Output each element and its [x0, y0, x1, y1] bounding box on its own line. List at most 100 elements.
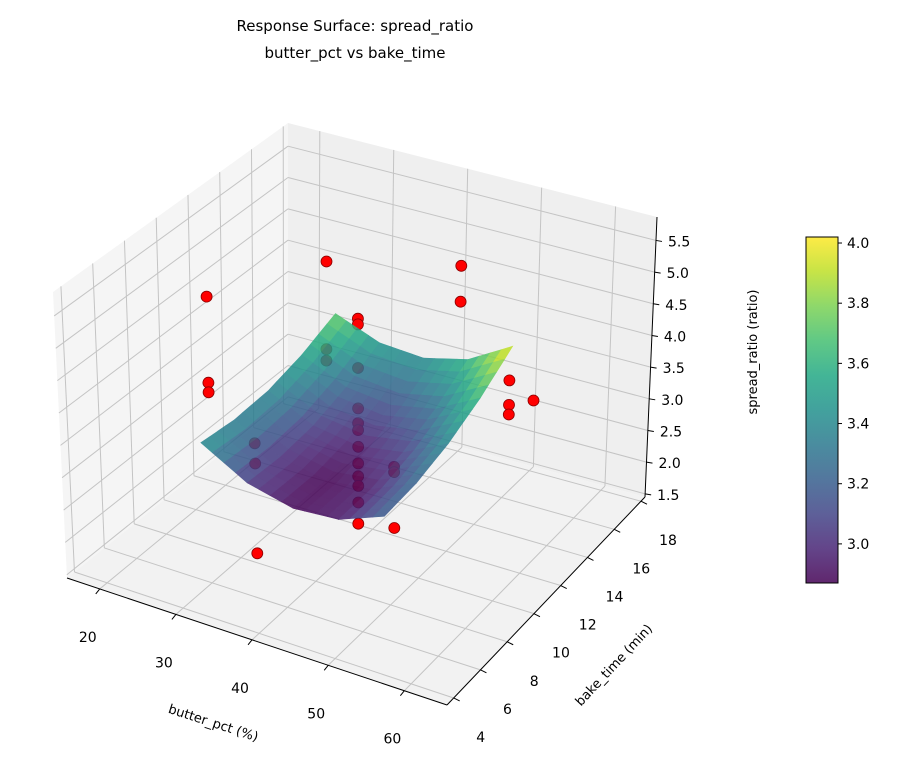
z-gridline [287, 177, 655, 273]
data-point [454, 295, 467, 308]
x-gridline [532, 187, 543, 467]
y-tick-mark [560, 585, 567, 589]
z-tick-label: 3.0 [661, 393, 683, 409]
data-point [352, 517, 365, 530]
data-point [200, 290, 213, 303]
y-axis-label: bake_time (min) [573, 622, 656, 710]
y-tick-label: 16 [632, 561, 650, 577]
colorbar-tick-label: 3.2 [847, 477, 869, 493]
x-tick-mark [95, 588, 101, 595]
z-tick-mark [650, 366, 657, 369]
z-tick-label: 4.0 [664, 329, 686, 345]
z-gridline [58, 239, 289, 414]
x-tick-label: 60 [383, 732, 401, 748]
floor-pane [67, 400, 645, 705]
z-gridline [64, 365, 289, 543]
x-axis-label: butter_pct (%) [166, 702, 260, 745]
y-gridline [92, 263, 105, 548]
z-tick-mark [645, 493, 652, 496]
left-pane [53, 123, 288, 578]
z-tick-mark [649, 398, 656, 401]
data-point [503, 374, 516, 387]
data-point [527, 394, 540, 407]
y-tick-label: 14 [606, 589, 624, 605]
y-gridline [219, 172, 225, 452]
x-tick-label: 50 [307, 706, 325, 722]
y-gridline [250, 149, 255, 428]
y-gridline [134, 523, 508, 643]
x-tick-label: 40 [231, 681, 249, 697]
colorbar-gradient [806, 237, 838, 583]
z-gridline [287, 271, 651, 368]
x-axis-line [66, 577, 448, 706]
y-tick-mark [640, 500, 648, 505]
colorbar-frame [805, 236, 839, 584]
x-tick-mark [247, 639, 253, 646]
x-gridline [403, 485, 606, 692]
z-gridline [53, 145, 289, 317]
z-tick-label: 2.5 [660, 424, 682, 440]
y-gridline [163, 499, 535, 615]
x-tick-mark [171, 614, 177, 620]
z-gridline [287, 302, 650, 400]
z-tick-mark [647, 429, 654, 432]
z-gridline [287, 239, 653, 336]
z-tick-label: 5.0 [667, 266, 689, 282]
surface-patch [372, 507, 394, 518]
y-tick-label: 8 [530, 674, 539, 690]
x-gridline [604, 206, 617, 487]
z-tick-mark [654, 271, 661, 274]
z-tick-mark [651, 334, 659, 337]
y-gridline [193, 475, 561, 587]
z-gridline [63, 333, 289, 511]
z-gridline [55, 177, 289, 349]
data-point [502, 408, 515, 421]
x-tick-label: 30 [155, 655, 173, 671]
y-gridline [123, 240, 135, 524]
z-tick-label: 2.0 [658, 456, 680, 472]
y-gridline [155, 217, 165, 500]
surface-mesh [200, 313, 514, 520]
y-axis-line [446, 496, 646, 706]
z-tick-mark [655, 239, 663, 242]
y-tick-label: 18 [659, 533, 677, 549]
y-tick-mark [453, 697, 460, 702]
colorbar: 3.0 3.2 3.4 3.6 3.8 4.0 [805, 236, 869, 584]
y-tick-label: 6 [503, 702, 512, 718]
data-point [455, 259, 468, 272]
y-tick-mark [587, 556, 594, 561]
colorbar-tick-label: 3.8 [847, 296, 869, 312]
x-tick-mark [323, 664, 329, 671]
x-gridline [327, 466, 534, 666]
colorbar-tick-label: 4.0 [847, 236, 869, 252]
y-gridline [60, 286, 75, 573]
y-gridline [74, 571, 454, 699]
colorbar-tick-label: 3.0 [847, 537, 869, 553]
y-tick-mark [614, 528, 621, 533]
y-tick-mark [480, 669, 487, 674]
z-gridline [287, 208, 654, 305]
y-tick-label: 4 [476, 730, 485, 746]
y-gridline [187, 194, 195, 476]
z-gridline [60, 271, 289, 446]
data-point [320, 255, 333, 268]
data-point [388, 522, 401, 534]
tick-labels: 20 30 40 50 60 4 6 8 10 12 14 16 18 1.5 2.0 2.5 3.0 3.5 4.… [79, 234, 690, 747]
z-axis-label: spread_ratio (ratio) [746, 289, 761, 414]
chart-title: Response Surface: spread_ratio [237, 17, 474, 36]
z-gridline [61, 302, 289, 479]
x-tick-mark [399, 690, 405, 697]
y-tick-label: 10 [552, 646, 570, 662]
z-tick-mark [646, 461, 653, 464]
z-tick-label: 3.5 [663, 361, 685, 377]
z-tick-label: 4.5 [665, 298, 687, 314]
colorbar-tick-label: 3.4 [847, 417, 869, 433]
y-gridline [104, 547, 481, 671]
data-point [251, 547, 264, 560]
x-tick-label: 20 [79, 630, 97, 646]
z-gridline [57, 208, 289, 382]
z-gridline [287, 145, 657, 241]
axis-lines [66, 216, 663, 706]
chart-subtitle: butter_pct vs bake_time [264, 44, 445, 63]
